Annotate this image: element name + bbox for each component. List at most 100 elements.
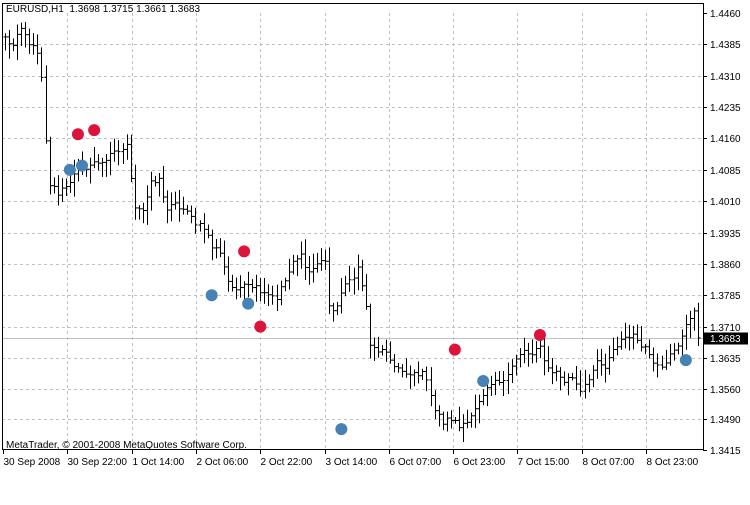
- ohlc-bar: [676, 342, 681, 355]
- ohlc-bar: [570, 372, 575, 381]
- ohlc-bar: [3, 33, 8, 51]
- x-tick-label: 8 Oct 07:00: [583, 457, 635, 468]
- ohlc-bar: [242, 281, 247, 303]
- ohlc-bar: [19, 22, 24, 47]
- ohlc-bar: [299, 241, 304, 269]
- ohlc-bar: [433, 390, 438, 420]
- ohlc-bar: [270, 285, 275, 305]
- ohlc-bar: [31, 33, 36, 55]
- x-tick-label: 8 Oct 23:00: [647, 457, 699, 468]
- ohlc-bar: [185, 204, 190, 215]
- ohlc-bar: [546, 346, 551, 372]
- y-tick-label: 1.3415: [710, 446, 741, 457]
- ohlc-bar: [497, 371, 502, 386]
- ohlc-bar: [627, 324, 632, 351]
- ohlc-bar: [108, 141, 113, 176]
- ohlc-bar: [481, 389, 486, 406]
- y-tick-label: 1.3860: [710, 260, 741, 271]
- ohlc-bar: [23, 22, 28, 48]
- ohlc-bar: [688, 310, 693, 339]
- symbol-label: EURUSD,H1: [6, 4, 64, 15]
- ohlc-bar: [129, 134, 134, 183]
- ohlc-bar: [234, 277, 239, 300]
- x-tick-label: 3 Oct 14:00: [326, 457, 378, 468]
- ohlc-bar: [554, 365, 559, 382]
- ohlc-bar: [35, 34, 40, 65]
- current-price-box: [704, 332, 748, 345]
- ohlc-bar: [287, 258, 292, 290]
- ohlc-bar: [64, 178, 69, 196]
- x-tick-label: 6 Oct 23:00: [454, 457, 506, 468]
- ohlc-bar: [376, 336, 381, 358]
- ohlc-bar: [303, 239, 308, 280]
- ohlc-bar: [420, 368, 425, 380]
- ohlc-bar: [477, 394, 482, 424]
- ohlc-bar: [668, 343, 673, 366]
- ohlc-bar: [587, 374, 592, 393]
- y-tick-label: 1.3785: [710, 291, 741, 302]
- ohlc-bar: [518, 348, 523, 368]
- y-tick-label: 1.3490: [710, 415, 741, 426]
- ohlc-bar: [226, 256, 231, 292]
- ohlc-bar: [522, 337, 527, 364]
- ohlc-bar: [291, 254, 296, 275]
- x-tick-label: 2 Oct 22:00: [261, 457, 313, 468]
- ohlc-bar: [514, 354, 519, 376]
- current-price-label: 1.3683: [710, 334, 741, 345]
- ohlc-bar: [651, 347, 656, 372]
- ohlc-bar: [15, 24, 20, 61]
- ohlc-bar: [635, 324, 640, 344]
- ohlc-bar: [655, 353, 660, 378]
- ohlc-bar: [137, 205, 142, 220]
- ohlc-bar: [222, 240, 227, 275]
- ohlc-bar: [307, 255, 312, 285]
- buy-signal-marker: [477, 375, 490, 387]
- ohlc-bar: [72, 159, 77, 197]
- ohlc-bar: [189, 205, 194, 224]
- ohlc-bar: [469, 412, 474, 428]
- ohlc-bar: [161, 165, 166, 203]
- ohlc-bar: [335, 301, 340, 316]
- copyright-text: MetaTrader, © 2001-2008 MetaQuotes Softw…: [6, 440, 248, 451]
- buy-signal-marker: [205, 289, 218, 302]
- ohlc-bar: [360, 259, 365, 292]
- ohlc-bar: [11, 38, 16, 52]
- ohlc-bar: [501, 370, 506, 396]
- ohlc-bar: [169, 192, 174, 222]
- ohlc-bar: [441, 411, 446, 431]
- y-tick-label: 1.4085: [710, 166, 741, 177]
- ohlc-bar: [372, 337, 377, 361]
- x-tick-label: 6 Oct 07:00: [390, 457, 442, 468]
- ohlc-bar: [279, 280, 284, 306]
- ohlc-bar: [550, 357, 555, 385]
- x-tick-label: 30 Sep 2008: [4, 457, 61, 468]
- signal-markers-layer: [63, 124, 692, 436]
- ohlc-bar: [177, 190, 182, 222]
- ohlc-bar: [238, 275, 243, 298]
- x-tick-label: 7 Oct 15:00: [518, 457, 570, 468]
- ohlc-bar: [121, 143, 126, 164]
- ohlc-bar: [465, 409, 470, 429]
- ohlc-bar: [473, 394, 478, 429]
- ohlc-bar: [347, 265, 352, 292]
- ohlc-bar: [429, 367, 434, 407]
- ohlc-bar: [416, 361, 421, 384]
- ohlc-bar: [96, 154, 101, 171]
- sell-signal-marker: [71, 128, 84, 141]
- ohlc-bar: [52, 177, 57, 194]
- ohlc-bar: [157, 173, 162, 197]
- y-tick-label: 1.4160: [710, 134, 741, 145]
- ohlc-bar: [60, 178, 65, 202]
- ohlc-bar: [343, 275, 348, 297]
- buy-signal-marker: [63, 163, 76, 176]
- ohlc-bar: [356, 254, 361, 291]
- ohlc-bar: [27, 28, 32, 54]
- ohlc-bar: [566, 373, 571, 396]
- ohlc-bar: [250, 279, 255, 293]
- y-tick-label: 1.4235: [710, 103, 741, 114]
- ohlc-bar: [607, 345, 612, 375]
- ohlc-bar: [258, 278, 263, 302]
- ohlc-bar: [611, 337, 616, 362]
